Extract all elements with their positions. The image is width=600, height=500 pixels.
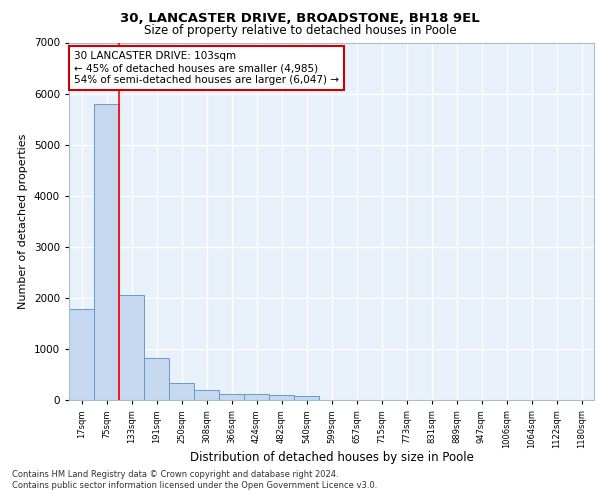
- Bar: [219, 394, 244, 400]
- Bar: [269, 395, 294, 400]
- Text: Size of property relative to detached houses in Poole: Size of property relative to detached ho…: [143, 24, 457, 37]
- Text: 30, LANCASTER DRIVE, BROADSTONE, BH18 9EL: 30, LANCASTER DRIVE, BROADSTONE, BH18 9E…: [120, 12, 480, 26]
- Bar: [69, 309, 94, 400]
- Bar: [169, 382, 194, 400]
- Bar: [294, 396, 319, 400]
- Text: Contains public sector information licensed under the Open Government Licence v3: Contains public sector information licen…: [12, 481, 377, 490]
- Bar: [244, 394, 269, 400]
- Text: Contains HM Land Registry data © Crown copyright and database right 2024.: Contains HM Land Registry data © Crown c…: [12, 470, 338, 479]
- X-axis label: Distribution of detached houses by size in Poole: Distribution of detached houses by size …: [190, 451, 473, 464]
- Bar: [144, 358, 169, 400]
- Bar: [194, 390, 219, 400]
- Bar: [119, 295, 144, 400]
- Text: 30 LANCASTER DRIVE: 103sqm
← 45% of detached houses are smaller (4,985)
54% of s: 30 LANCASTER DRIVE: 103sqm ← 45% of deta…: [74, 52, 339, 84]
- Y-axis label: Number of detached properties: Number of detached properties: [18, 134, 28, 309]
- Bar: [94, 104, 119, 400]
